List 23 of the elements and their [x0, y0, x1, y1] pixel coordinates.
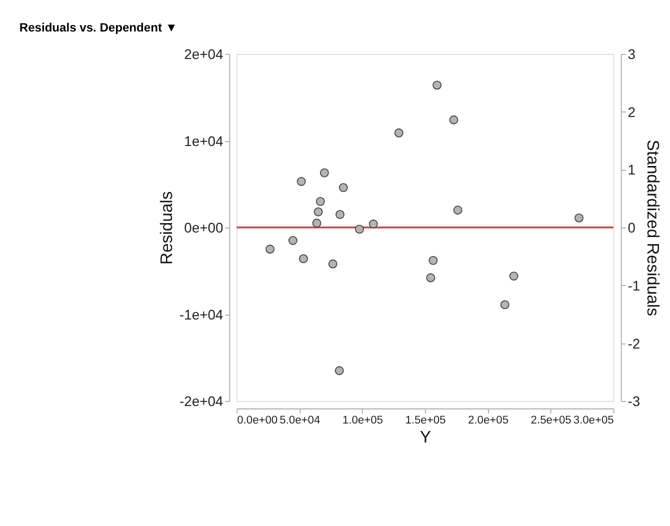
y2-tick-label: -2	[628, 335, 640, 352]
y-tick-label: 1e+04	[184, 132, 224, 149]
x-tick-label: 2.5e+05	[530, 414, 572, 427]
x-tick-label: 2.0e+05	[468, 414, 509, 427]
y-tick-label: 2e+04	[184, 46, 224, 62]
y2-tick-label: 0	[628, 220, 636, 236]
y-axis-title: Residuals	[157, 191, 176, 265]
y2-tick-label: -3	[628, 393, 640, 410]
y-tick-label: 0e+00	[184, 220, 224, 236]
y2-tick-label: -1	[628, 277, 640, 294]
y-tick-label: -2e+04	[179, 393, 224, 410]
x-axis-title: Y	[420, 427, 432, 446]
y2-tick-label: 1	[628, 162, 636, 178]
x-tick-label: 1.5e+05	[405, 414, 446, 427]
y2-tick-label: 3	[628, 46, 636, 62]
y2-axis-title: Standardized Residuals	[644, 140, 663, 316]
x-tick-label: 0.0e+00	[237, 414, 278, 427]
x-tick-label: 3.0e+05	[573, 414, 614, 427]
text: Residuals vs. Dependent ▼	[19, 20, 178, 35]
y2-tick-label: 2	[628, 104, 636, 120]
x-tick-label: 5.0e+04	[280, 414, 320, 427]
y-tick-label: -1e+04	[179, 306, 224, 322]
x-tick-label: 1.0e+05	[342, 414, 383, 427]
